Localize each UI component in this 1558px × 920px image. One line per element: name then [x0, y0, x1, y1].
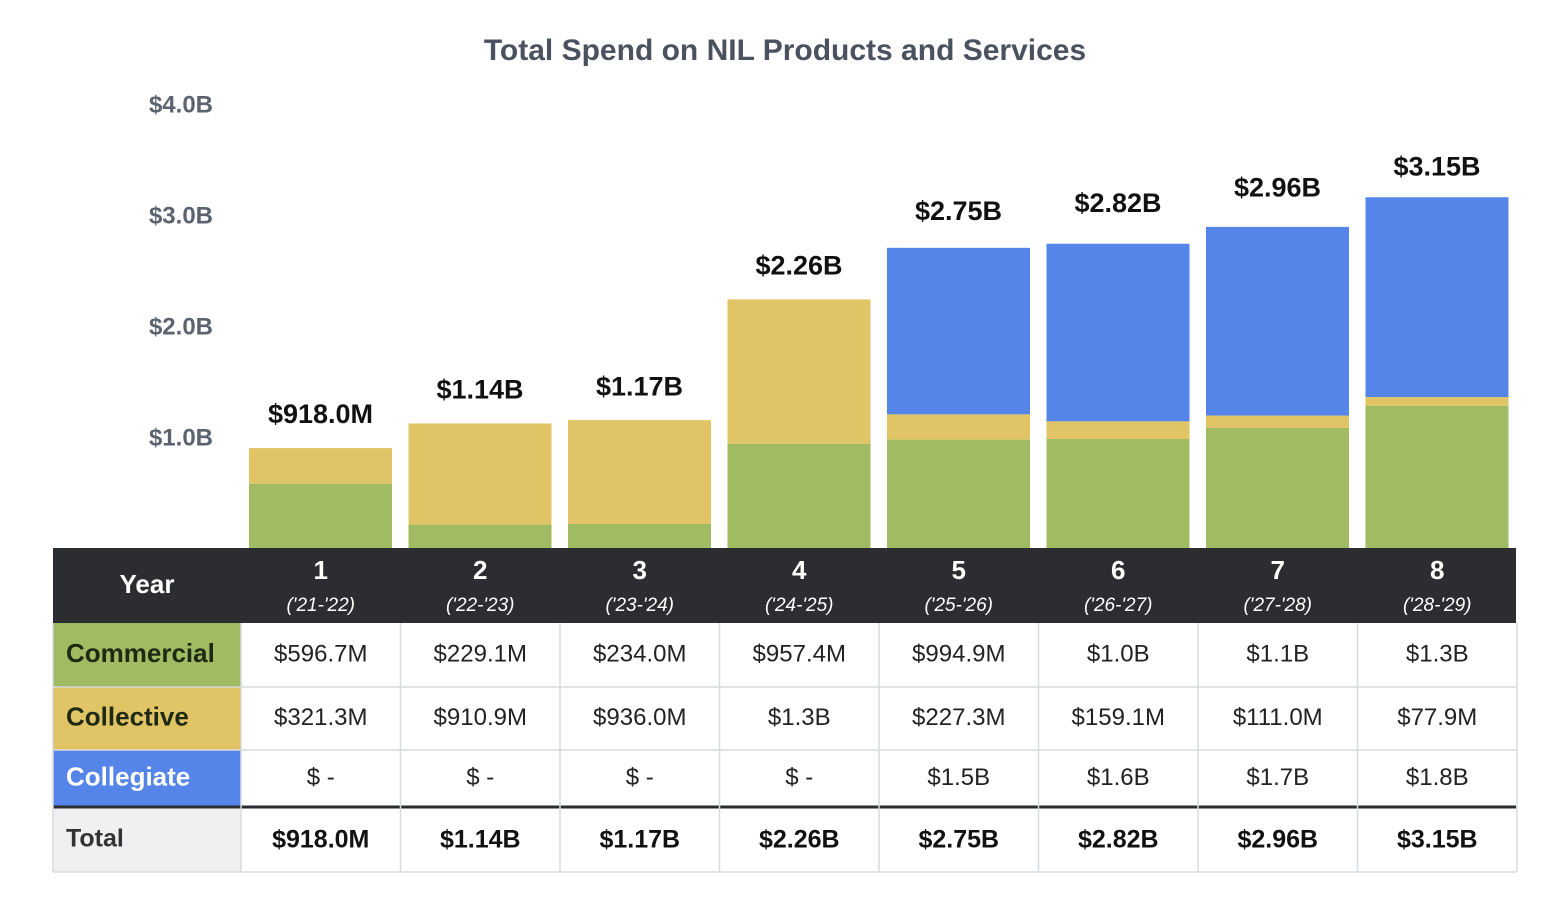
cell-value: $596.7M — [274, 640, 367, 667]
bar-segment — [887, 247, 1030, 415]
bar-segment — [1046, 421, 1190, 439]
total-label: $2.26B — [755, 250, 842, 280]
cell-value: $229.1M — [434, 640, 527, 667]
period-label: ('28-'29) — [1403, 595, 1472, 616]
cell-value: $234.0M — [593, 640, 686, 667]
cell-value: $321.3M — [274, 704, 367, 731]
table-header: Year — [120, 569, 175, 599]
bar-segment — [249, 483, 392, 550]
y-tick-label: $2.0B — [149, 313, 213, 340]
year-label: 5 — [952, 555, 966, 585]
total-label: $1.14B — [436, 375, 523, 405]
row-header: Collective — [66, 701, 189, 731]
cell-value: $910.9M — [434, 704, 527, 731]
bar-segment — [887, 414, 1030, 440]
bar-segment — [1365, 197, 1509, 398]
bar-segment — [887, 439, 1030, 550]
total-label: $1.17B — [596, 371, 683, 401]
total-cell: $918.0M — [272, 826, 369, 854]
bar-segment — [727, 443, 871, 550]
bar-segment — [1046, 243, 1190, 422]
bar-segment — [1365, 405, 1509, 550]
bar-segment — [1206, 226, 1349, 416]
bar-segment — [408, 524, 552, 550]
bar-segment — [1046, 439, 1190, 550]
cell-value: $ - — [785, 764, 813, 791]
row-header-bg — [53, 623, 241, 687]
total-cell: $1.17B — [599, 826, 680, 854]
cell-value: $1.7B — [1246, 764, 1309, 791]
bar-segment — [1206, 415, 1349, 428]
row-header-bg — [53, 687, 241, 750]
period-label: ('22-'23) — [446, 595, 515, 616]
bar-segment — [249, 448, 392, 484]
period-label: ('21-'22) — [286, 595, 355, 616]
cell-value: $957.4M — [753, 640, 846, 667]
cell-value: $227.3M — [912, 704, 1005, 731]
total-header: Total — [66, 825, 124, 853]
table-header-bg — [53, 548, 1516, 623]
cell-value: $ - — [626, 764, 654, 791]
cell-value: $1.1B — [1246, 640, 1309, 667]
year-label: 4 — [792, 555, 807, 585]
total-label: $918.0M — [268, 399, 373, 429]
cell-value: $1.0B — [1087, 640, 1150, 667]
bar-segment — [568, 524, 711, 550]
cell-value: $ - — [307, 764, 335, 791]
y-tick-label: $4.0B — [149, 91, 213, 118]
bar-segment — [408, 423, 552, 525]
cell-value: $159.1M — [1072, 704, 1165, 731]
period-label: ('25-'26) — [924, 595, 993, 616]
y-tick-label: $3.0B — [149, 202, 213, 229]
total-label: $3.15B — [1393, 151, 1480, 181]
bar-segment — [568, 420, 711, 525]
total-cell: $3.15B — [1397, 826, 1478, 854]
cell-value: $936.0M — [593, 704, 686, 731]
year-label: 8 — [1430, 555, 1444, 585]
total-label: $2.82B — [1074, 188, 1161, 218]
year-label: 7 — [1271, 555, 1285, 585]
cell-value: $1.3B — [768, 704, 831, 731]
y-tick-label: $1.0B — [149, 424, 213, 451]
total-cell: $2.75B — [918, 826, 999, 854]
total-cell: $2.96B — [1237, 826, 1318, 854]
row-header-bg — [53, 750, 241, 807]
total-cell: $2.82B — [1078, 826, 1159, 854]
cell-value: $994.9M — [912, 640, 1005, 667]
period-label: ('26-'27) — [1084, 595, 1153, 616]
bar-segment — [1365, 397, 1509, 406]
period-label: ('27-'28) — [1243, 595, 1312, 616]
cell-value: $77.9M — [1397, 704, 1477, 731]
total-cell: $2.26B — [759, 826, 840, 854]
cell-value: $1.5B — [927, 764, 990, 791]
year-label: 6 — [1111, 555, 1125, 585]
cell-value: $1.8B — [1406, 764, 1469, 791]
row-header: Commercial — [66, 638, 215, 668]
cell-value: $ - — [466, 764, 494, 791]
period-label: ('24-'25) — [765, 595, 834, 616]
total-cell: $1.14B — [440, 826, 521, 854]
bar-segment — [727, 299, 871, 444]
cell-value: $1.6B — [1087, 764, 1150, 791]
year-label: 2 — [473, 555, 487, 585]
chart-title: Total Spend on NIL Products and Services — [484, 34, 1086, 67]
bar-segment — [1206, 427, 1349, 550]
cell-value: $1.3B — [1406, 640, 1469, 667]
year-label: 1 — [314, 555, 328, 585]
total-label: $2.75B — [915, 196, 1002, 226]
row-header: Collegiate — [66, 761, 190, 791]
total-label: $2.96B — [1234, 173, 1321, 203]
total-header-bg — [53, 807, 241, 872]
period-label: ('23-'24) — [605, 595, 674, 616]
year-label: 3 — [633, 555, 647, 585]
cell-value: $111.0M — [1233, 704, 1323, 731]
